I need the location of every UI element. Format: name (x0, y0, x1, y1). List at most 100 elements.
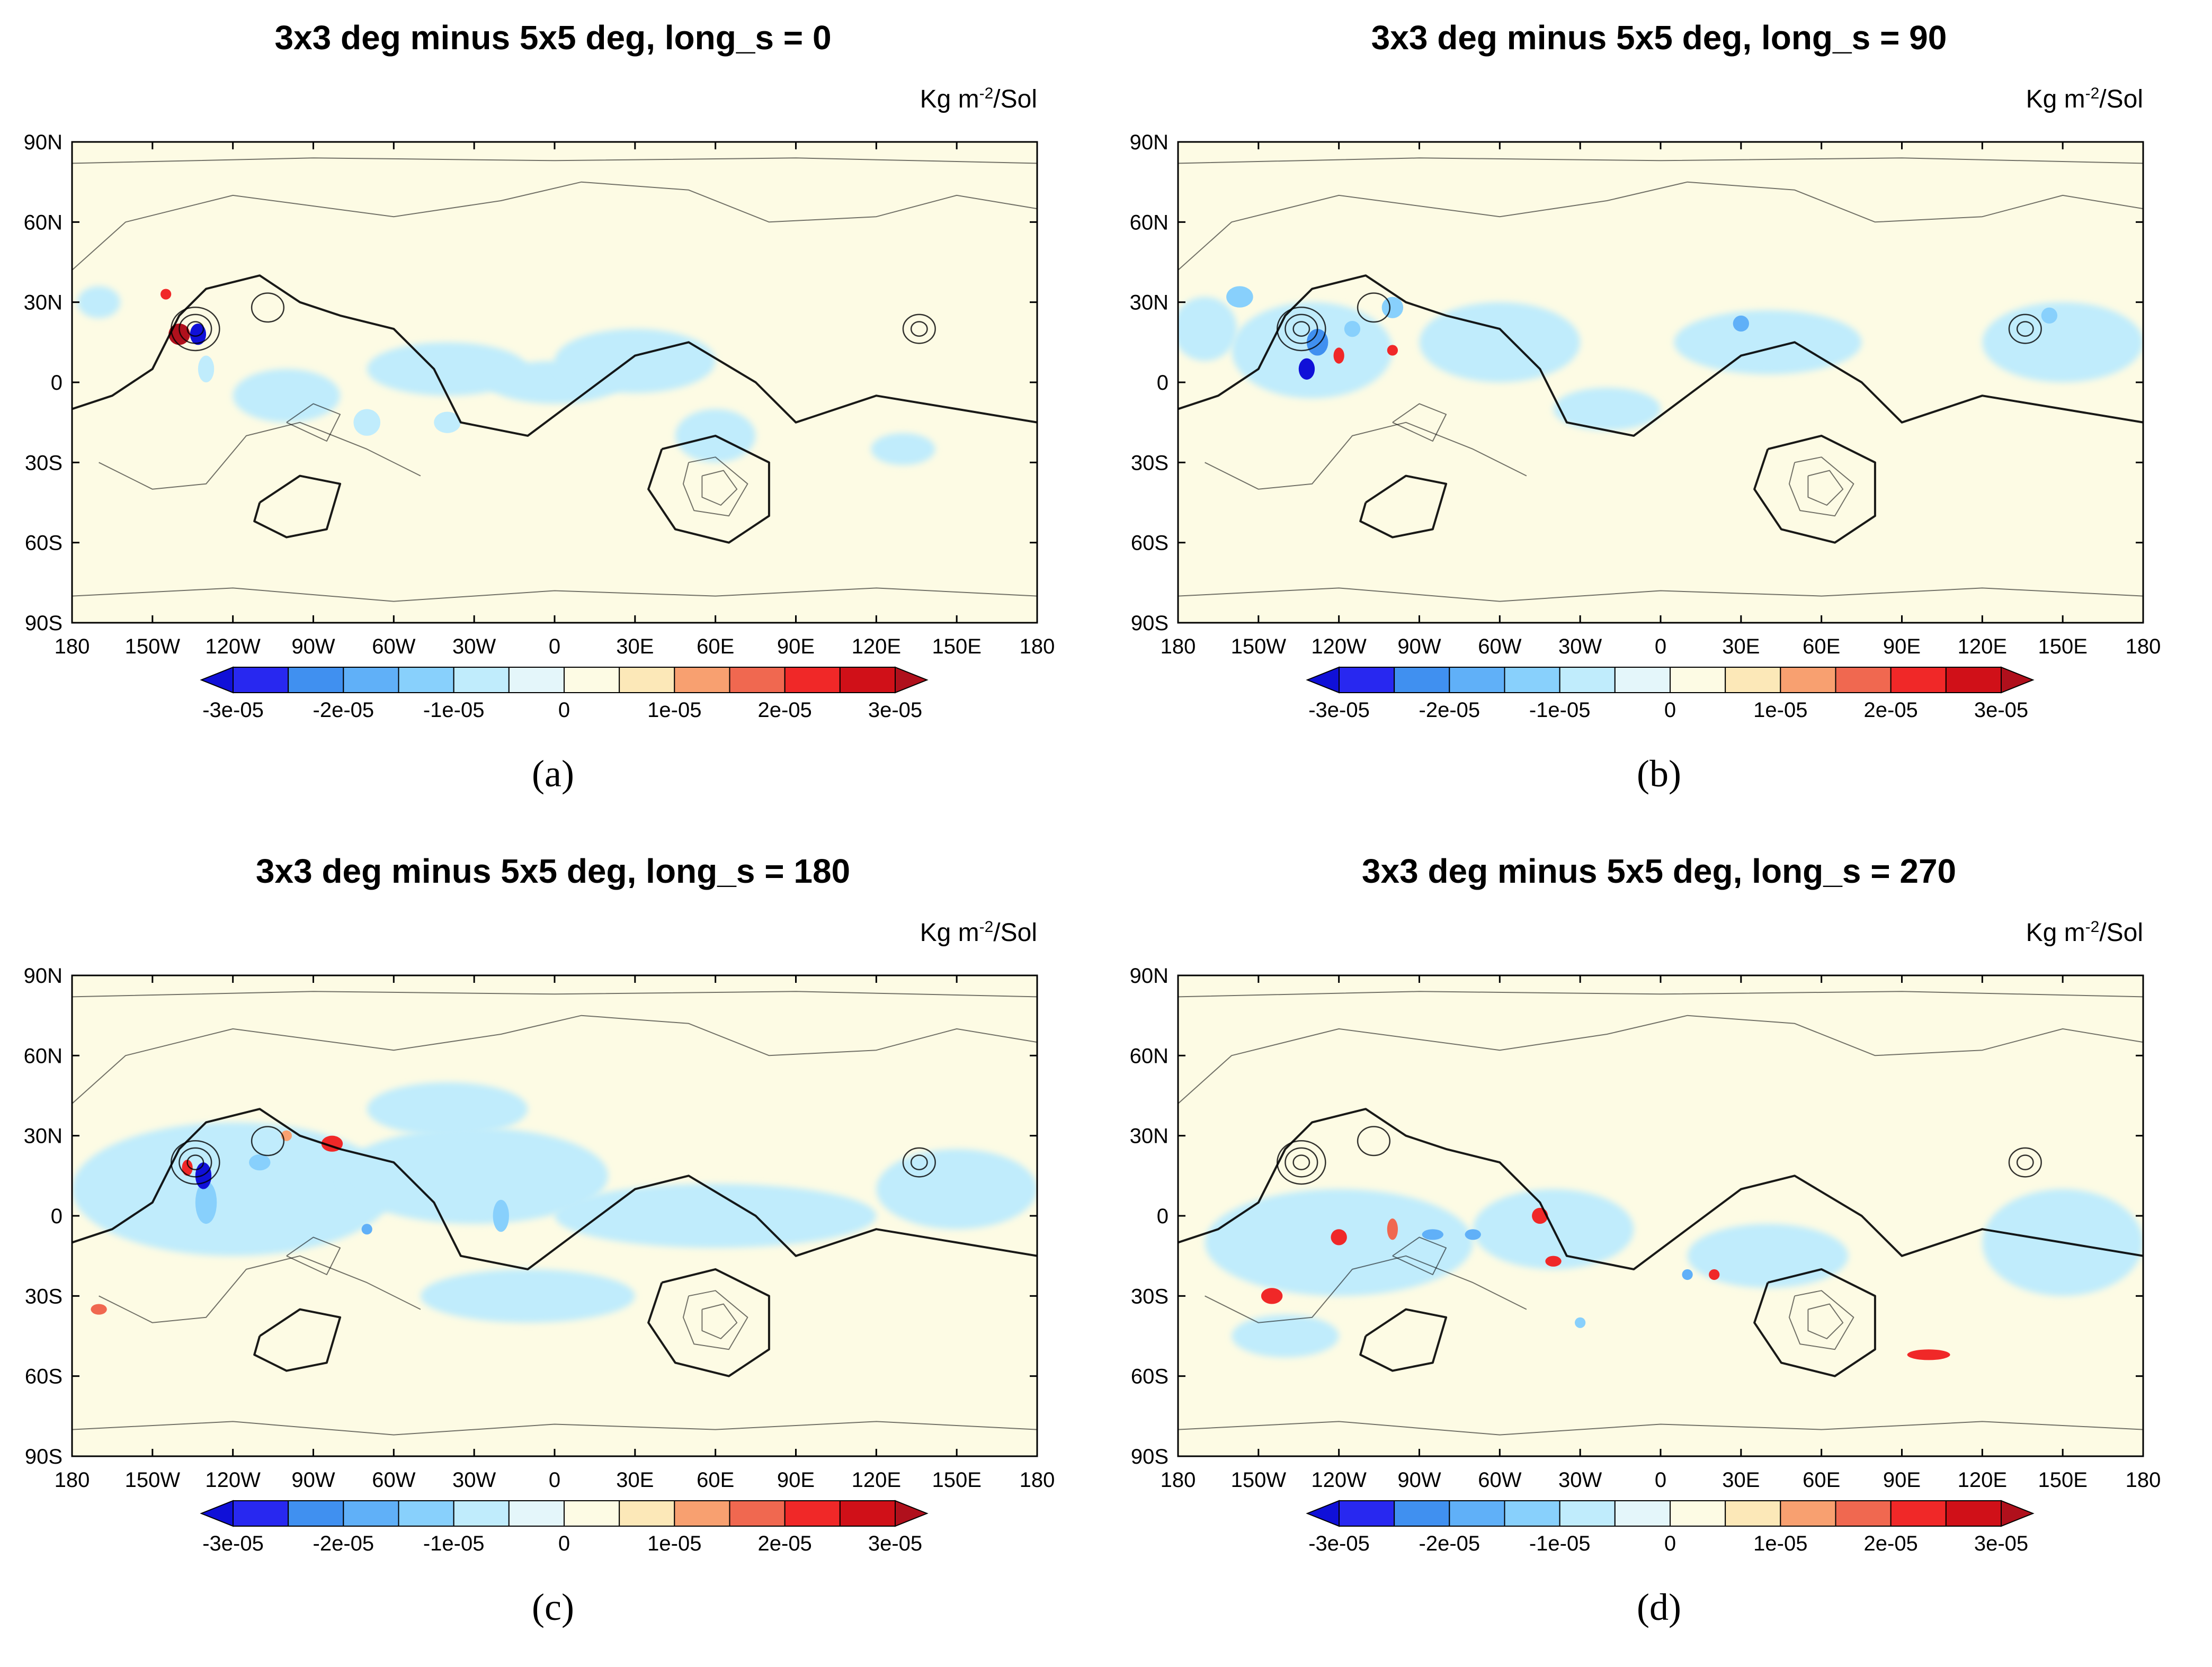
volcano-contour (1357, 1126, 1391, 1157)
colorbar-label: -2e-05 (313, 1532, 374, 1555)
negative-anomaly (1419, 302, 1581, 382)
volcano-contour (251, 292, 285, 323)
y-tick-label: 30S (1131, 451, 1169, 474)
y-tick-label: 60S (1131, 532, 1169, 555)
colorbar-box (453, 667, 510, 693)
colorbar-under-triangle (1306, 1500, 1340, 1527)
negative-anomaly (233, 369, 341, 423)
colorbar-label: 1e-05 (1753, 698, 1807, 722)
colorbar-over-triangle (895, 666, 929, 694)
topography-contour (682, 456, 748, 517)
x-tick-label: 120W (1311, 1468, 1367, 1492)
positive-anomaly (1331, 1229, 1347, 1245)
x-tick-label: 60E (697, 635, 734, 658)
colorbar-box (839, 667, 896, 693)
volcano-contour (1285, 313, 1318, 344)
colorbar-box (1339, 1500, 1395, 1527)
volcano-contour (171, 1140, 220, 1185)
contour-layer (72, 157, 1037, 602)
topography-contour (1753, 434, 1876, 544)
colorbar-box (619, 1500, 675, 1527)
x-tick-label: 150E (2038, 1468, 2087, 1492)
panel-b: 3x3 deg minus 5x5 deg, long_s = 90 Kg m-… (1106, 0, 2212, 833)
colorbar-under-triangle (200, 666, 234, 694)
colorbar-box (1835, 667, 1892, 693)
negative-anomaly (361, 1224, 372, 1235)
colorbar-box (839, 1500, 896, 1527)
y-tick-label: 90N (1130, 131, 1169, 154)
colorbar-label: 1e-05 (1753, 1532, 1807, 1555)
colorbar-label: -1e-05 (1529, 1532, 1591, 1555)
topography-contour (1178, 274, 2143, 437)
topography-contour (253, 474, 342, 539)
topography-contour (1392, 1236, 1447, 1275)
x-tick-label: 60W (1478, 635, 1521, 658)
topography-contour (1178, 1421, 2143, 1436)
topography-contour (1178, 1108, 2143, 1270)
colorbar-box (288, 667, 344, 693)
x-tick-label: 180 (1020, 635, 1055, 658)
field-layer (1178, 286, 2143, 431)
units-exp: -2 (2085, 918, 2100, 936)
colorbar-box (784, 1500, 841, 1527)
chart-title: 3x3 deg minus 5x5 deg, long_s = 90 (1371, 19, 1947, 57)
y-tick-label: 0 (51, 1205, 63, 1228)
negative-anomaly (420, 1269, 635, 1323)
colorbar-box (1780, 1500, 1836, 1527)
topography-contour (99, 1255, 421, 1323)
positive-anomaly (1387, 1218, 1398, 1240)
x-tick-label: 90E (777, 1468, 815, 1492)
x-tick-label: 150E (932, 1468, 981, 1492)
panel-c: 3x3 deg minus 5x5 deg, long_s = 180 Kg m… (0, 833, 1106, 1667)
colorbar-box (343, 1500, 399, 1527)
colorbar-box (564, 667, 620, 693)
topography-contour (1807, 470, 1844, 506)
x-tick-label: 30E (616, 1468, 654, 1492)
y-tick-label: 90S (1131, 1445, 1169, 1468)
colorbar-under-triangle (200, 1500, 234, 1527)
negative-anomaly (72, 1122, 394, 1256)
colorbar-box (1835, 1500, 1892, 1527)
chart-title: 3x3 deg minus 5x5 deg, long_s = 180 (255, 852, 851, 890)
x-tick-label: 120E (1958, 635, 2007, 658)
volcano-contour (251, 1126, 285, 1157)
colorbar-label: -3e-05 (1308, 1532, 1370, 1555)
topography-contour (1788, 1290, 1854, 1350)
colorbar-label: 2e-05 (1864, 698, 1918, 722)
topography-contour (701, 1303, 738, 1339)
units-tail: /Sol (2099, 85, 2143, 113)
volcano-contour (2008, 313, 2042, 344)
colorbar-box (729, 1500, 786, 1527)
positive-anomaly (1261, 1288, 1283, 1304)
topography-contour (1392, 403, 1447, 442)
colorbar-box (1394, 667, 1450, 693)
colorbar-label: -2e-05 (1419, 1532, 1480, 1555)
negative-anomaly (1553, 388, 1661, 431)
panel-label: (b) (1637, 752, 1681, 795)
x-tick-label: 90W (291, 635, 335, 658)
units-tail: /Sol (993, 85, 1037, 113)
negative-anomaly (1982, 302, 2143, 382)
colorbar-label: 3e-05 (868, 698, 922, 722)
positive-anomaly (1387, 345, 1398, 356)
x-tick-label: 60E (1803, 635, 1840, 658)
negative-anomaly (555, 329, 716, 393)
volcano-contour (186, 1154, 204, 1170)
x-tick-label: 150E (2038, 635, 2087, 658)
x-tick-label: 180 (2126, 1468, 2161, 1492)
colorbar-box (288, 1500, 344, 1527)
volcano-contour (2008, 1147, 2042, 1178)
y-tick-label: 0 (1157, 1205, 1169, 1228)
x-tick-label: 30E (1722, 635, 1760, 658)
colorbar-box (1780, 667, 1836, 693)
negative-anomaly (1178, 297, 1237, 361)
colorbar-label: 0 (558, 1532, 570, 1555)
y-tick-label: 60S (1131, 1365, 1169, 1388)
x-tick-label: 60E (1803, 1468, 1840, 1492)
x-tick-label: 30E (1722, 1468, 1760, 1492)
negative-anomaly (1232, 1314, 1339, 1358)
negative-anomaly (353, 409, 381, 436)
